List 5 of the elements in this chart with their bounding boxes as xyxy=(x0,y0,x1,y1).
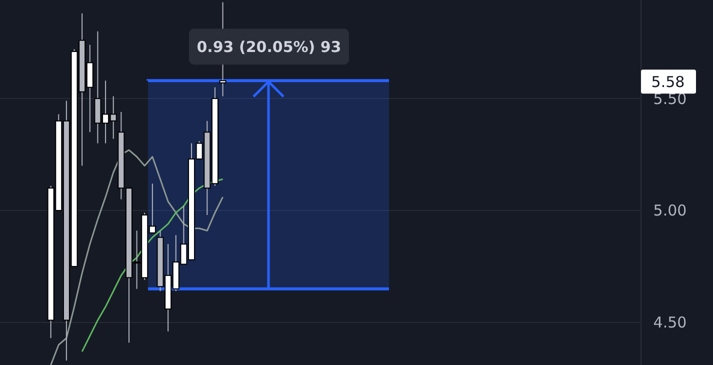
text: 5.58 xyxy=(651,72,685,91)
line-series xyxy=(50,149,224,365)
y-tick-label: 5.00 xyxy=(653,202,687,220)
y-tick-label: 4.50 xyxy=(653,314,687,332)
band-label: 0.93 (20.05%) 93 xyxy=(196,38,342,56)
